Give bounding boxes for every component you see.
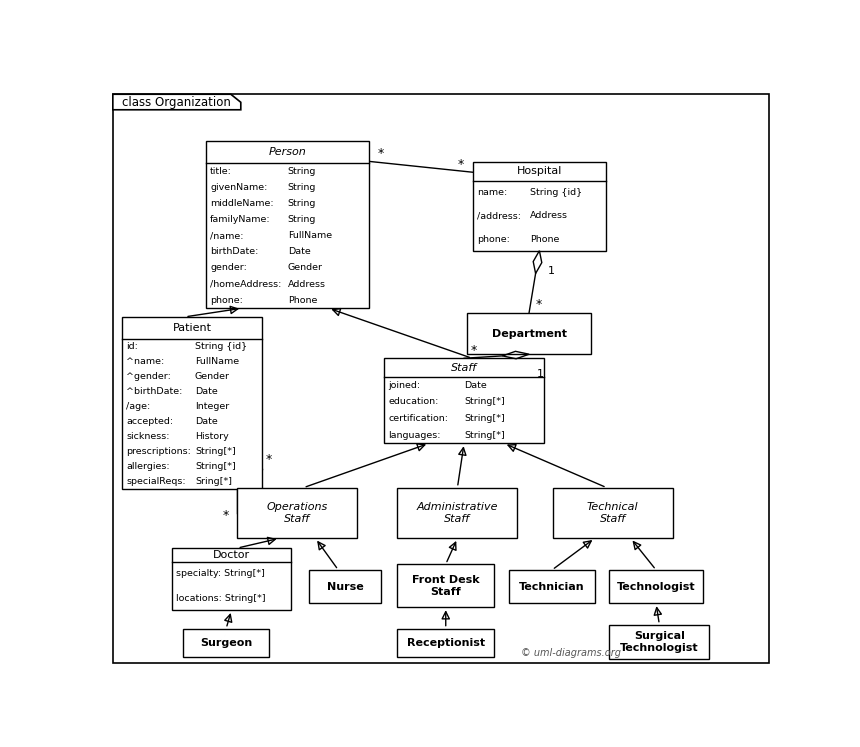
Text: name:: name: — [476, 188, 507, 197]
Text: Surgical
Technologist: Surgical Technologist — [620, 631, 698, 653]
Text: /age:: /age: — [126, 402, 150, 411]
Text: Hospital: Hospital — [517, 167, 562, 176]
Text: Address: Address — [530, 211, 568, 220]
Text: title:: title: — [210, 167, 232, 176]
Text: allergies:: allergies: — [126, 462, 169, 471]
Text: *: * — [266, 453, 273, 466]
FancyBboxPatch shape — [509, 570, 595, 604]
Text: Date: Date — [464, 381, 487, 390]
Text: String[*]: String[*] — [464, 414, 505, 423]
FancyBboxPatch shape — [310, 570, 382, 604]
Text: 1: 1 — [548, 266, 555, 276]
Text: Phone: Phone — [288, 296, 317, 305]
Text: Person: Person — [269, 147, 307, 158]
Text: Gender: Gender — [195, 372, 230, 381]
Text: Technologist: Technologist — [617, 582, 696, 592]
Text: specialty: String[*]: specialty: String[*] — [176, 569, 265, 578]
Text: Technical
Staff: Technical Staff — [587, 502, 638, 524]
Text: Gender: Gender — [288, 264, 322, 273]
Text: Doctor: Doctor — [213, 550, 250, 560]
Text: String: String — [288, 215, 316, 224]
FancyBboxPatch shape — [122, 317, 262, 489]
Text: givenName:: givenName: — [210, 183, 267, 192]
Text: Receptionist: Receptionist — [407, 638, 485, 648]
FancyBboxPatch shape — [610, 570, 703, 604]
Text: Address: Address — [288, 279, 326, 288]
Text: accepted:: accepted: — [126, 417, 173, 426]
Text: ^name:: ^name: — [126, 357, 164, 366]
Text: id:: id: — [126, 341, 138, 351]
Text: Phone: Phone — [530, 235, 560, 244]
Text: Date: Date — [195, 417, 218, 426]
Text: birthDate:: birthDate: — [210, 247, 259, 256]
FancyBboxPatch shape — [473, 161, 606, 251]
Polygon shape — [113, 94, 241, 110]
Text: phone:: phone: — [210, 296, 243, 305]
Text: © uml-diagrams.org: © uml-diagrams.org — [521, 648, 621, 658]
Text: *: * — [378, 147, 384, 160]
Text: phone:: phone: — [476, 235, 510, 244]
Text: *: * — [470, 344, 477, 356]
Text: Administrative
Staff: Administrative Staff — [416, 502, 498, 524]
FancyBboxPatch shape — [384, 359, 544, 444]
Text: Sring[*]: Sring[*] — [195, 477, 232, 486]
Text: String {id}: String {id} — [195, 341, 247, 351]
Text: ^birthDate:: ^birthDate: — [126, 387, 182, 396]
Text: gender:: gender: — [210, 264, 247, 273]
Text: Date: Date — [288, 247, 310, 256]
Text: String: String — [288, 199, 316, 208]
FancyBboxPatch shape — [172, 548, 291, 610]
Text: History: History — [195, 433, 229, 441]
Text: certification:: certification: — [388, 414, 448, 423]
Text: Integer: Integer — [195, 402, 230, 411]
Text: String[*]: String[*] — [464, 397, 505, 406]
FancyBboxPatch shape — [113, 94, 769, 663]
FancyBboxPatch shape — [183, 628, 269, 657]
Text: /homeAddress:: /homeAddress: — [210, 279, 281, 288]
Text: familyName:: familyName: — [210, 215, 271, 224]
Text: /name:: /name: — [210, 232, 243, 241]
Text: Department: Department — [492, 329, 567, 338]
Text: Surgeon: Surgeon — [200, 638, 252, 648]
Text: education:: education: — [388, 397, 439, 406]
Text: Staff: Staff — [451, 362, 477, 373]
Text: /address:: /address: — [476, 211, 521, 220]
Text: *: * — [458, 158, 464, 170]
Text: Operations
Staff: Operations Staff — [267, 502, 328, 524]
Text: *: * — [536, 298, 542, 311]
Text: String: String — [288, 167, 316, 176]
Text: Patient: Patient — [173, 323, 212, 332]
Text: class Organization: class Organization — [122, 96, 231, 108]
Text: languages:: languages: — [388, 430, 440, 439]
Text: String: String — [288, 183, 316, 192]
Text: String {id}: String {id} — [530, 188, 582, 197]
Text: Nurse: Nurse — [327, 582, 364, 592]
FancyBboxPatch shape — [610, 624, 710, 659]
Text: FullName: FullName — [288, 232, 332, 241]
FancyBboxPatch shape — [206, 141, 370, 309]
Text: Front Desk
Staff: Front Desk Staff — [412, 575, 480, 597]
Text: joined:: joined: — [388, 381, 421, 390]
FancyBboxPatch shape — [468, 313, 591, 354]
Text: Technician: Technician — [519, 582, 585, 592]
Text: FullName: FullName — [195, 357, 239, 366]
FancyBboxPatch shape — [397, 488, 518, 539]
FancyBboxPatch shape — [397, 628, 494, 657]
Text: *: * — [223, 509, 229, 521]
Text: Date: Date — [195, 387, 218, 396]
Text: middleName:: middleName: — [210, 199, 273, 208]
FancyBboxPatch shape — [553, 488, 673, 539]
Text: String[*]: String[*] — [195, 447, 236, 456]
Text: locations: String[*]: locations: String[*] — [176, 594, 266, 603]
Text: String[*]: String[*] — [195, 462, 236, 471]
Text: ^gender:: ^gender: — [126, 372, 171, 381]
FancyBboxPatch shape — [237, 488, 358, 539]
Text: 1: 1 — [537, 369, 544, 379]
FancyBboxPatch shape — [397, 564, 494, 607]
Text: specialReqs:: specialReqs: — [126, 477, 186, 486]
Text: String[*]: String[*] — [464, 430, 505, 439]
Text: sickness:: sickness: — [126, 433, 169, 441]
Text: prescriptions:: prescriptions: — [126, 447, 191, 456]
